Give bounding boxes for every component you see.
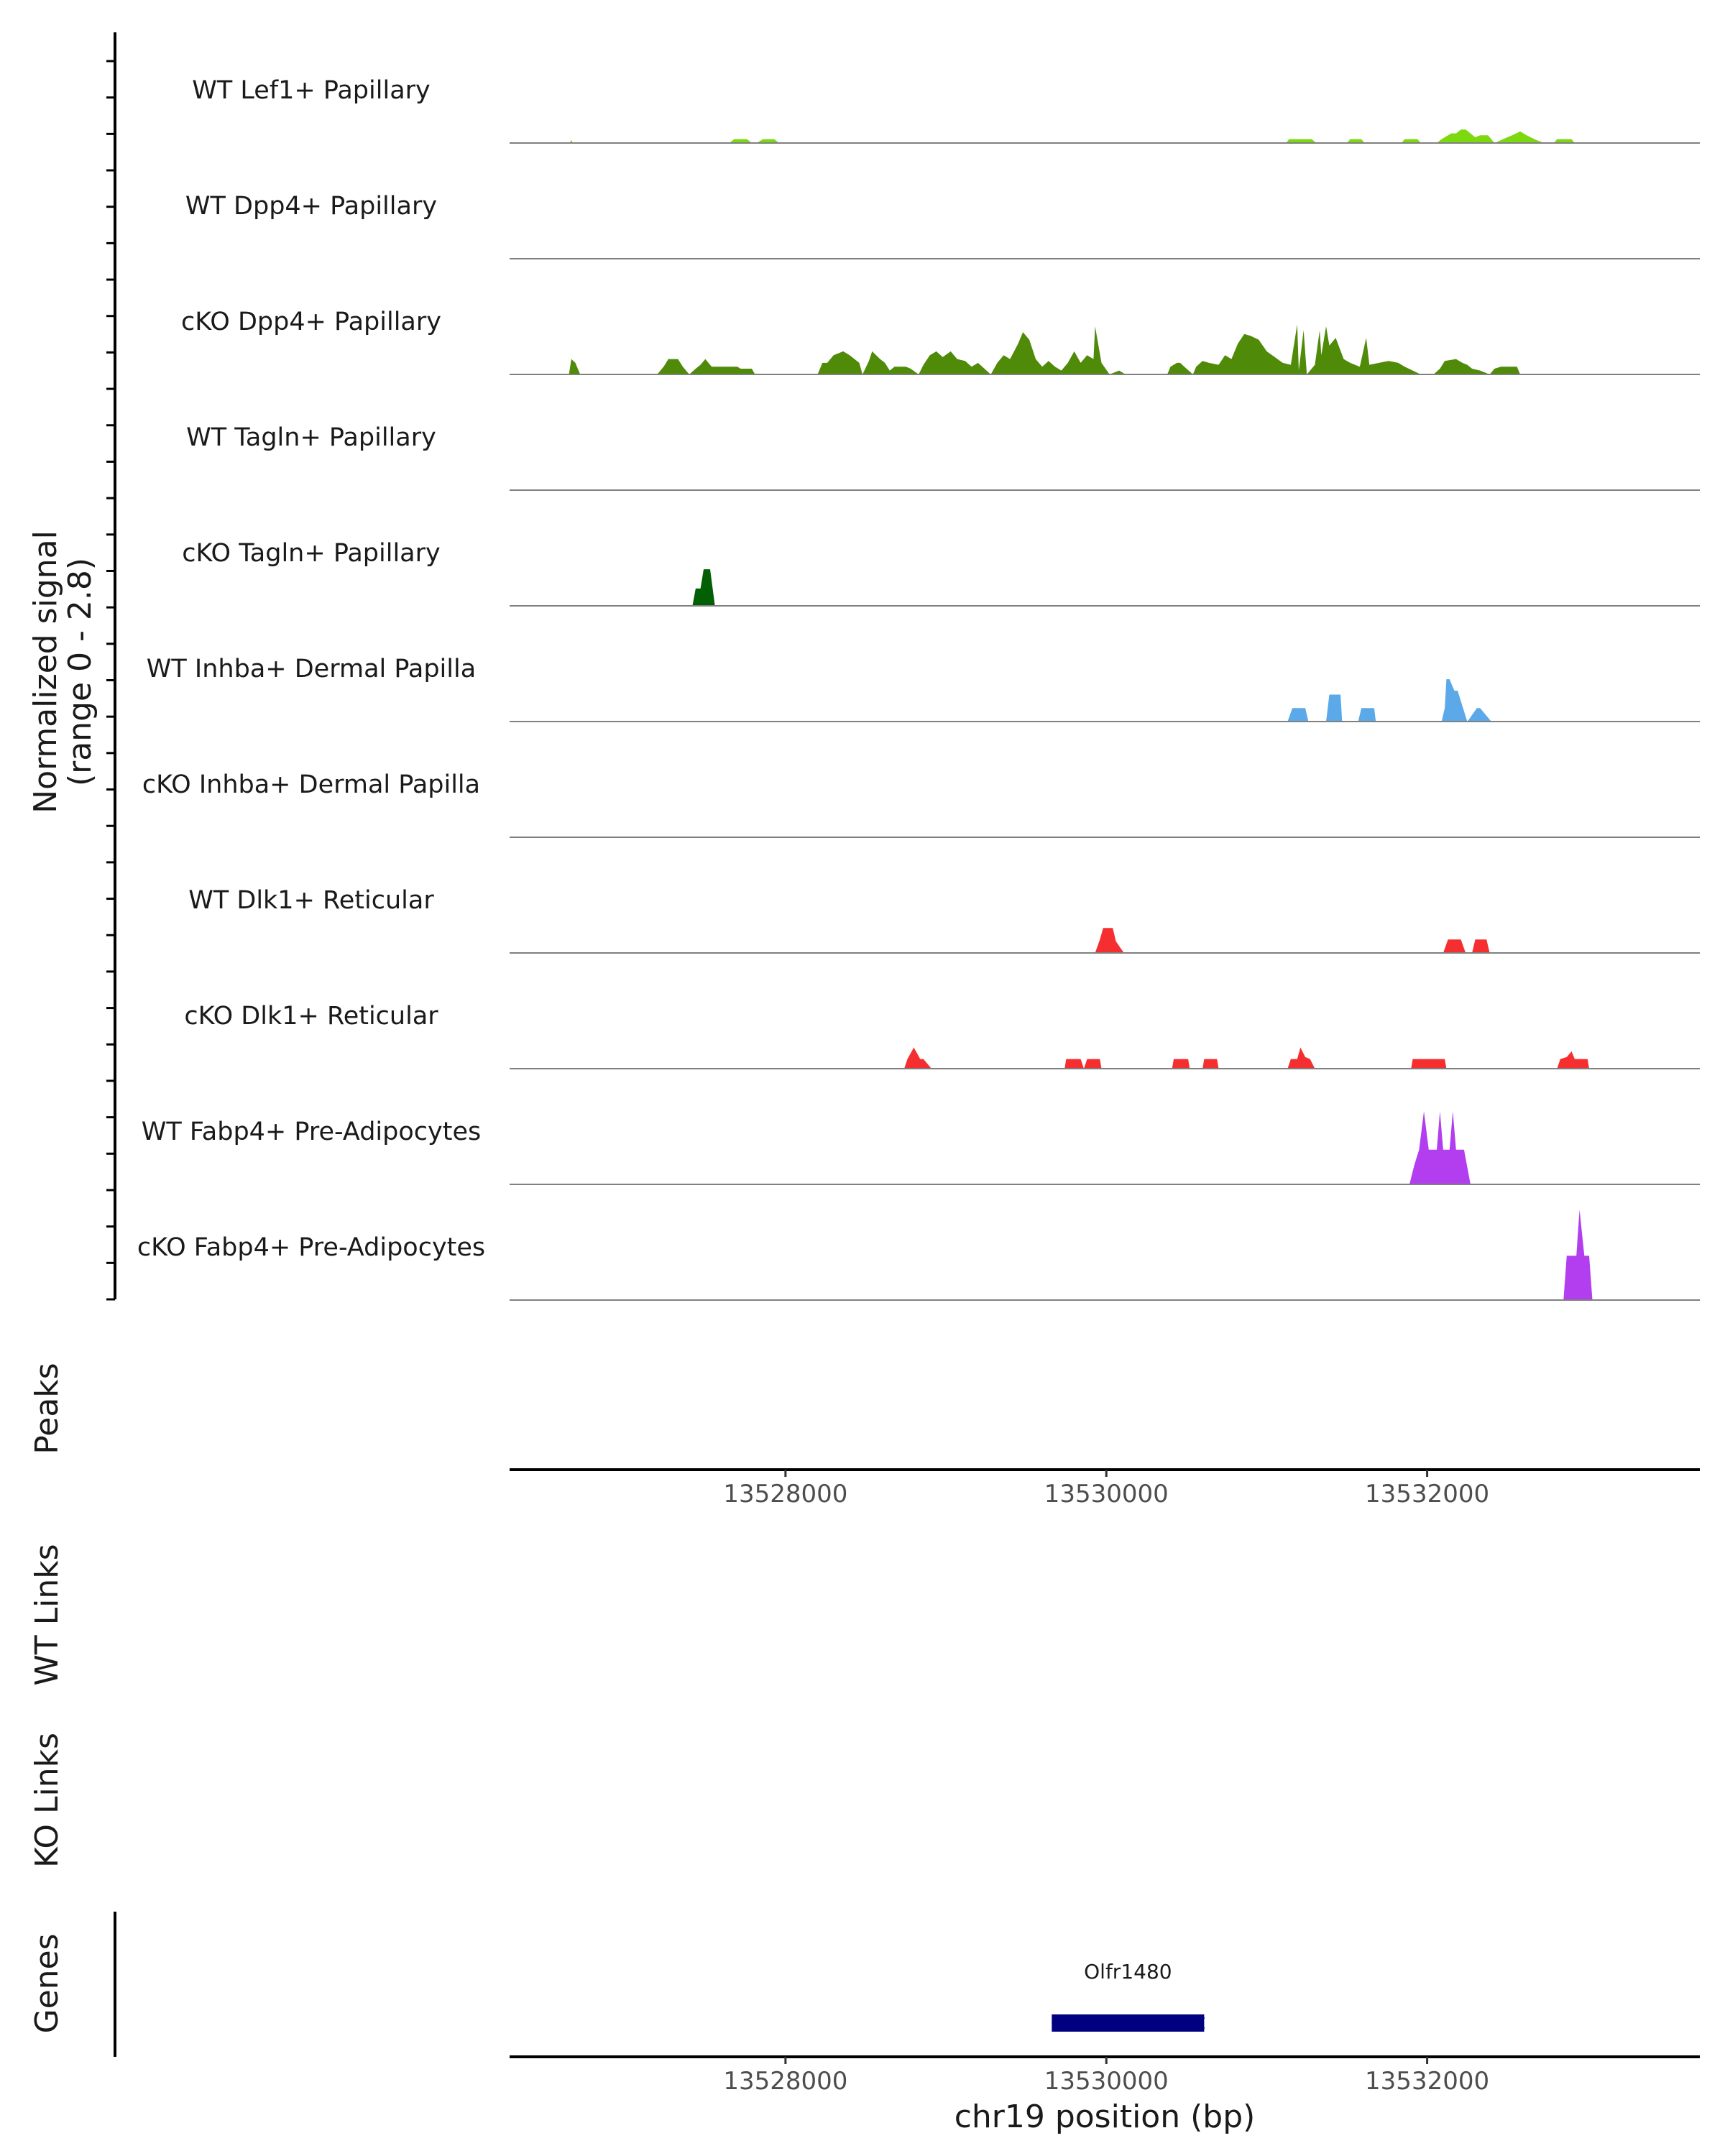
- strand-arrow: [1173, 2016, 1183, 2030]
- track-label: WT Tagln+ Papillary: [186, 423, 436, 452]
- x-tick-label: 13528000: [723, 2067, 847, 2096]
- track-9: WT Fabp4+ Pre-Adipocytes: [142, 1111, 1700, 1185]
- track-4: cKO Tagln+ Papillary: [182, 539, 1700, 607]
- track-label: WT Inhba+ Dermal Papilla: [147, 655, 476, 683]
- strand-arrow: [1151, 2016, 1161, 2030]
- track-1: WT Dpp4+ Papillary: [185, 192, 1700, 259]
- coverage-tracks: WT Lef1+ Papillary WT Dpp4+ Papillary cKO …: [137, 76, 1700, 1301]
- strand-arrow: [1051, 2016, 1062, 2030]
- x-axis-title: chr19 position (bp): [954, 2099, 1256, 2135]
- y-axis-label-line2: (range 0 - 2.8): [62, 558, 98, 786]
- track-label: WT Lef1+ Papillary: [192, 76, 431, 105]
- track-label: WT Dlk1+ Reticular: [188, 886, 434, 915]
- gene-name-label: Olfr1480: [1084, 1960, 1172, 1984]
- gene-body: [1052, 2014, 1205, 2032]
- coverage-area: [1287, 679, 1491, 722]
- track-3: WT Tagln+ Papillary: [186, 423, 1700, 491]
- wt-links-section-label: WT Links: [29, 1544, 65, 1685]
- strand-arrow: [1140, 2016, 1150, 2030]
- strand-arrow: [1106, 2016, 1117, 2030]
- strand-arrow: [1128, 2016, 1138, 2030]
- coverage-area: [1409, 1111, 1471, 1184]
- x-tick-label: 13532000: [1365, 1480, 1489, 1508]
- strand-arrow: [1195, 2016, 1205, 2030]
- track-label: cKO Fabp4+ Pre-Adipocytes: [137, 1233, 485, 1262]
- x-tick-label: 13530000: [1044, 1480, 1169, 1508]
- strand-arrow: [1118, 2016, 1128, 2030]
- coverage-area: [1095, 928, 1490, 953]
- track-label: cKO Dpp4+ Papillary: [181, 308, 441, 336]
- track-2: cKO Dpp4+ Papillary: [181, 308, 1700, 375]
- peaks-section-label: Peaks: [29, 1363, 65, 1454]
- strand-arrow: [1073, 2016, 1084, 2030]
- track-label: WT Dpp4+ Papillary: [185, 192, 437, 221]
- strand-arrow: [1085, 2016, 1095, 2030]
- track-label: cKO Dlk1+ Reticular: [184, 1002, 438, 1031]
- track-label: cKO Tagln+ Papillary: [182, 539, 441, 568]
- peaks-x-axis: 13528000 13530000 13532000: [510, 1468, 1700, 1508]
- coverage-area: [1563, 1210, 1593, 1300]
- coverage-area: [692, 569, 715, 606]
- y-axis-label-line1: Normalized signal: [27, 530, 64, 814]
- coverage-area: [569, 324, 1520, 374]
- track-0: WT Lef1+ Papillary: [192, 76, 1700, 144]
- coverage-area: [569, 129, 1575, 143]
- x-tick-label: 13532000: [1365, 2067, 1489, 2096]
- track-6: cKO Inhba+ Dermal Papilla: [142, 770, 1700, 838]
- track-5: WT Inhba+ Dermal Papilla: [147, 655, 1700, 722]
- strand-arrow: [1062, 2016, 1072, 2030]
- track-10: cKO Fabp4+ Pre-Adipocytes: [137, 1210, 1700, 1301]
- strand-arrow: [1184, 2016, 1194, 2030]
- track-label: cKO Inhba+ Dermal Papilla: [142, 770, 480, 799]
- genes-section-label: Genes: [29, 1933, 65, 2033]
- strand-arrow: [1162, 2016, 1172, 2030]
- genes-panel: Olfr1480 13528000 13530000 13532000: [114, 1912, 1700, 2096]
- signal-y-axis: [106, 32, 116, 1301]
- track-8: cKO Dlk1+ Reticular: [184, 1002, 1700, 1069]
- track-label: WT Fabp4+ Pre-Adipocytes: [142, 1118, 481, 1146]
- track-7: WT Dlk1+ Reticular: [188, 886, 1700, 954]
- x-tick-label: 13530000: [1044, 2067, 1169, 2096]
- x-tick-label: 13528000: [723, 1480, 847, 1508]
- coverage-area: [904, 1047, 1589, 1069]
- strand-arrow: [1095, 2016, 1105, 2030]
- ko-links-section-label: KO Links: [29, 1733, 65, 1868]
